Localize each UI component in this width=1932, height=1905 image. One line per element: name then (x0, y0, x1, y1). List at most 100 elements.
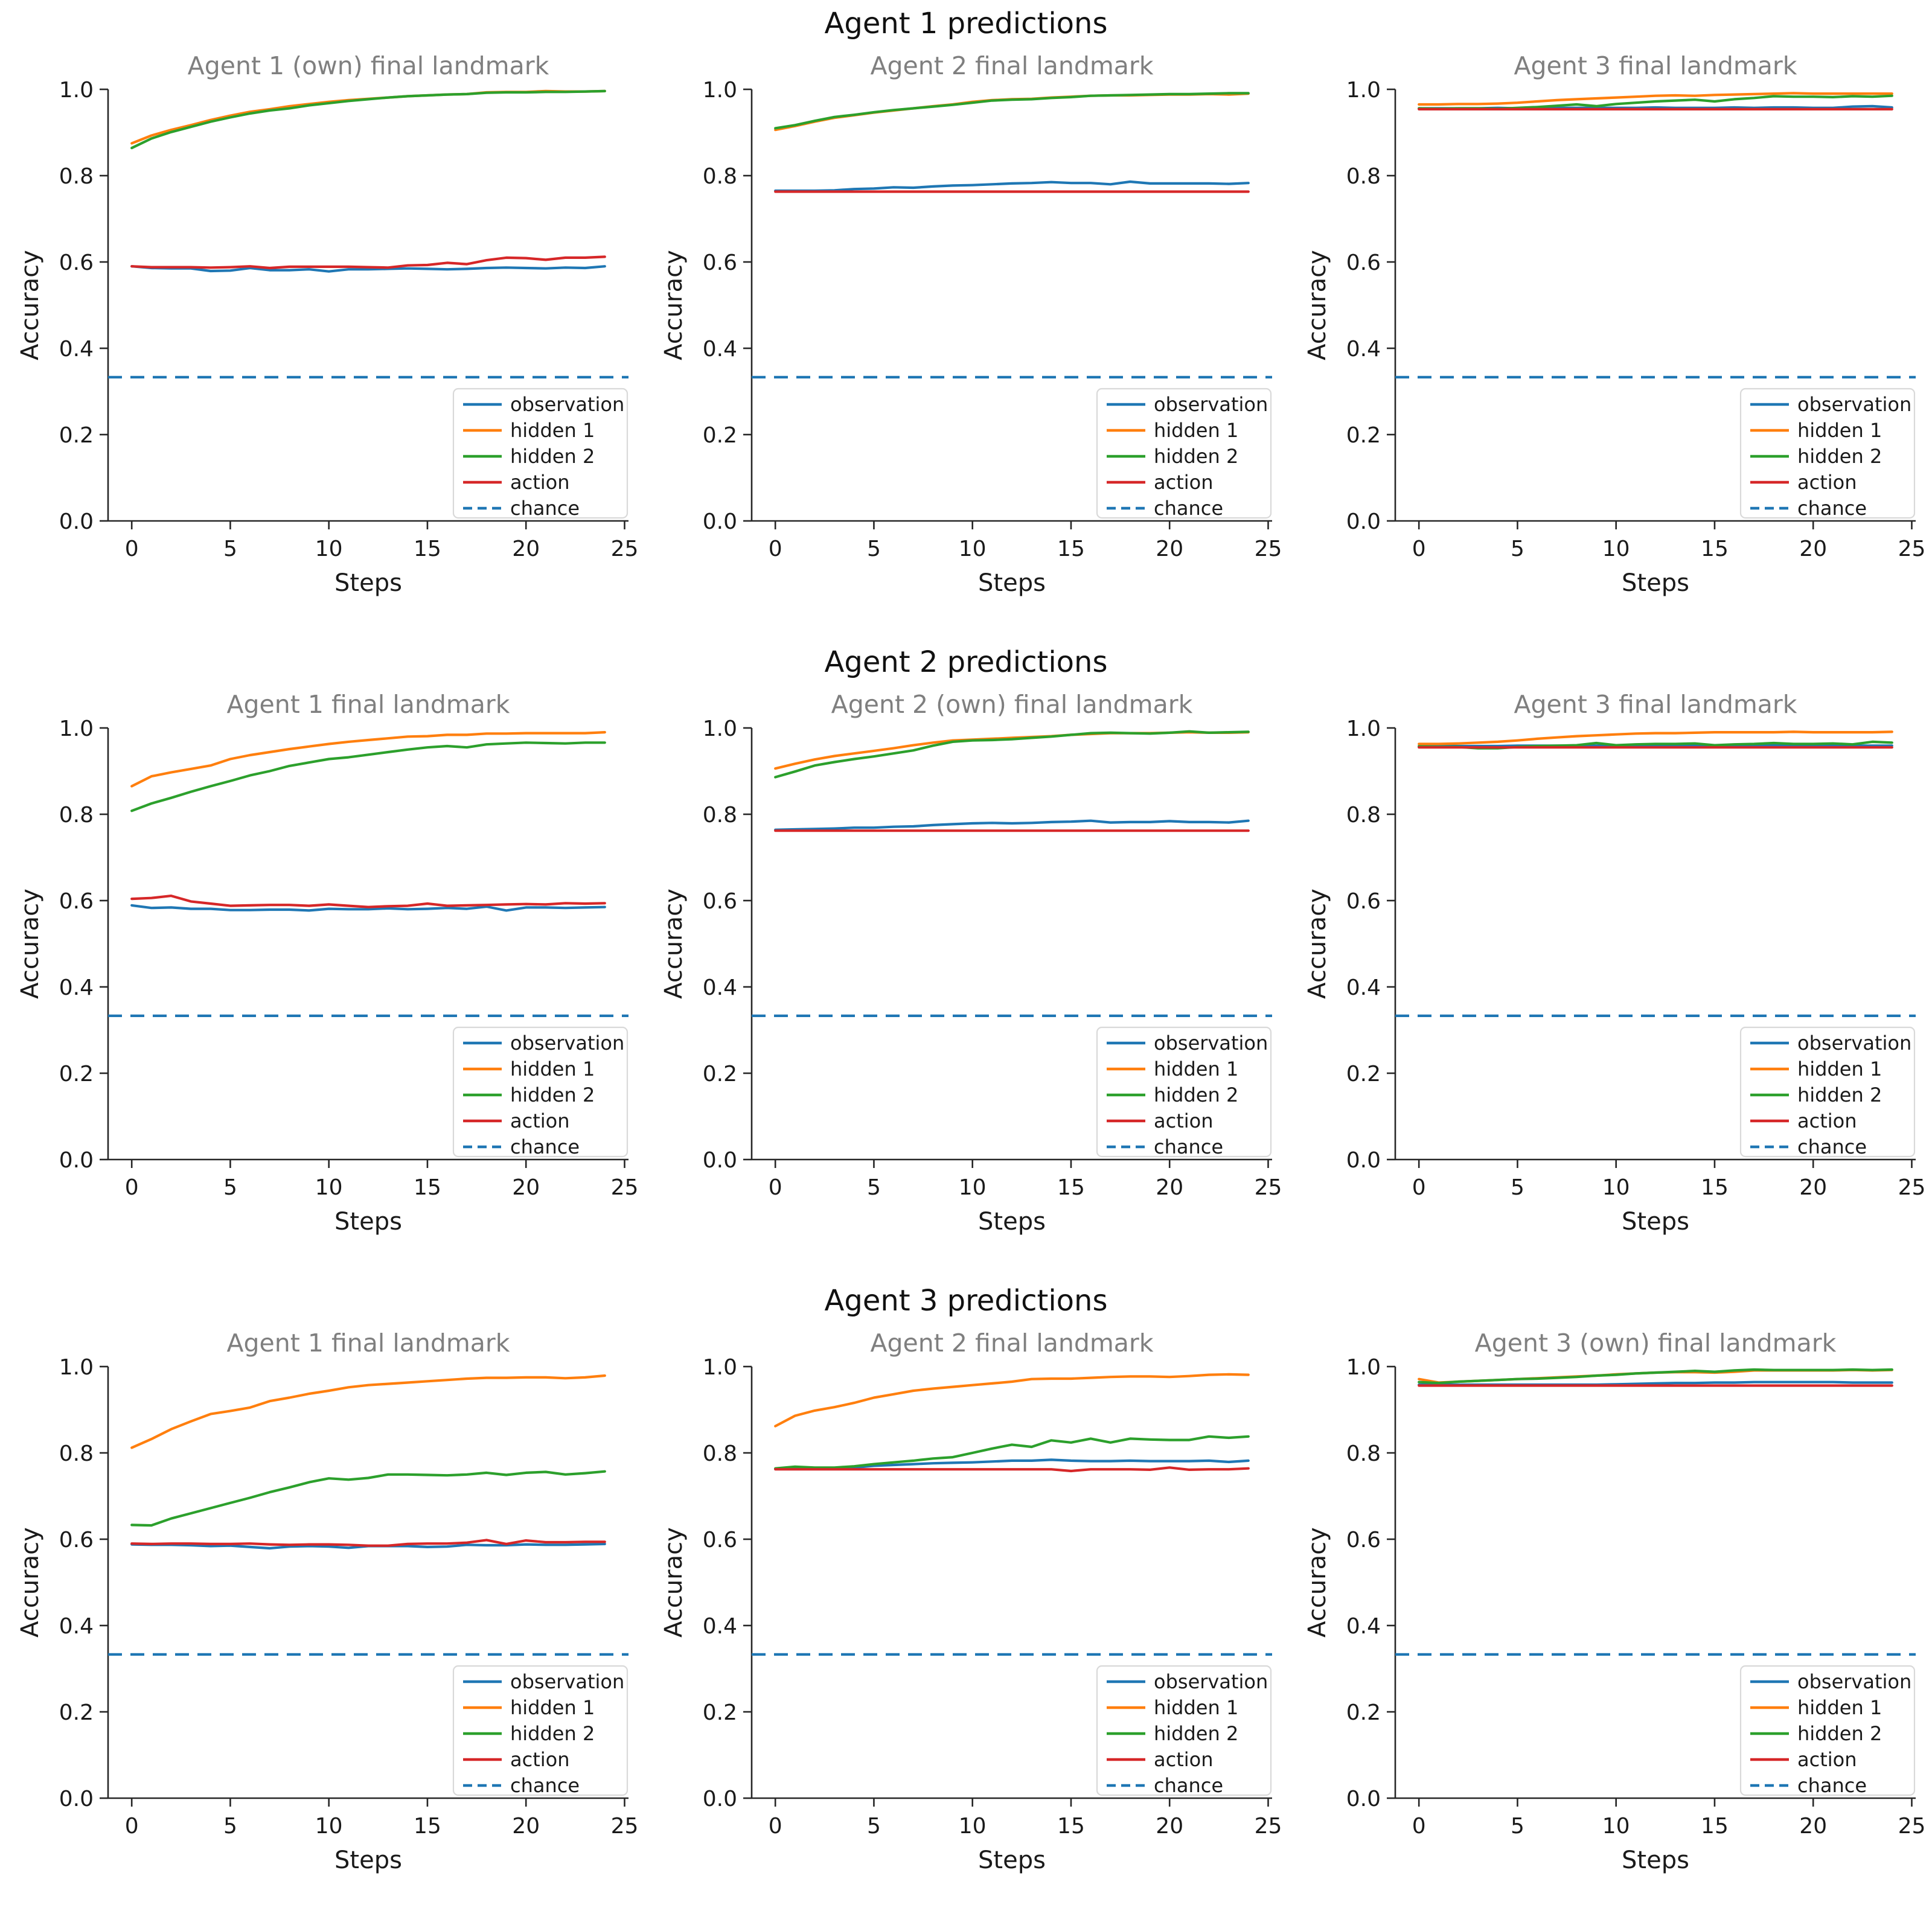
series-line-observation (774, 180, 1250, 193)
legend-item-label: hidden 1 (1154, 419, 1238, 442)
legend-item-hidden-2: hidden 2 (1750, 1722, 1882, 1745)
x-tick-label: 10 (315, 537, 343, 561)
subplot-title: Agent 1 final landmark (226, 1329, 510, 1358)
y-tick-label: 0.6 (59, 1528, 94, 1552)
y-tick-label: 0.4 (59, 975, 94, 1000)
legend-item-label: hidden 1 (1797, 1696, 1882, 1719)
x-tick-label: 25 (1898, 1814, 1926, 1839)
legend-item-hidden-1: hidden 1 (1107, 419, 1238, 442)
y-tick-label: 1.0 (1346, 1355, 1381, 1380)
legend-item-hidden-2: hidden 2 (463, 1083, 595, 1106)
legend: observation hidden 1 hidden 2 action chance (452, 1026, 629, 1158)
line-chart: Agent 3 final landmark 0.0 0.2 0.4 0.6 0.8 1.0… (1303, 51, 1925, 597)
x-tick-label: 5 (867, 537, 881, 561)
y-tick-label: 0.2 (1346, 1062, 1381, 1087)
x-tick-label: 15 (1701, 537, 1729, 561)
legend-item-label: action (1797, 1748, 1857, 1771)
y-tick-label: 0.2 (59, 423, 94, 448)
legend-item-label: chance (510, 497, 580, 520)
legend-item-label: observation (1154, 1032, 1268, 1055)
legend-item-label: hidden 1 (1154, 1058, 1238, 1080)
y-tick-label: 0.8 (59, 803, 94, 828)
legend-item-label: action (1154, 471, 1214, 494)
y-tick-label: 0.2 (59, 1062, 94, 1087)
x-tick-label: 20 (1156, 537, 1183, 561)
x-tick-label: 20 (1799, 1175, 1827, 1200)
legend-item-hidden-1: hidden 1 (1107, 1696, 1238, 1719)
y-tick-label: 0.4 (1346, 975, 1381, 1000)
y-tick-label: 0.8 (59, 164, 94, 189)
line-chart: Agent 2 final landmark 0.0 0.2 0.4 0.6 0.8 1.0… (660, 51, 1282, 597)
x-tick-label: 0 (1412, 1175, 1426, 1200)
legend: observation hidden 1 hidden 2 action chance (1096, 1665, 1272, 1797)
legend-item-label: action (1154, 1748, 1214, 1771)
x-tick-label: 0 (125, 1814, 139, 1839)
y-tick-label: 1.0 (1346, 716, 1381, 741)
legend-item-action: action (1107, 1109, 1214, 1132)
line-chart: Agent 1 (own) final landmark 0.0 0.2 0.4 0.6… (16, 51, 638, 597)
series-line-observation (130, 904, 606, 912)
y-tick-label: 0.4 (59, 1614, 94, 1639)
legend-item-chance: chance (1750, 497, 1867, 520)
y-axis-label: Accuracy (1303, 889, 1331, 999)
x-tick-label: 5 (1511, 537, 1524, 561)
y-tick-label: 0.0 (1346, 1148, 1381, 1173)
x-tick-label: 25 (1255, 1814, 1282, 1839)
legend-item-label: observation (1797, 1032, 1911, 1055)
legend-item-label: observation (1154, 1670, 1268, 1693)
x-tick-label: 20 (512, 1814, 540, 1839)
y-tick-label: 0.8 (1346, 164, 1381, 189)
x-axis-label: Steps (978, 1846, 1046, 1874)
legend-item-label: hidden 2 (1797, 1722, 1882, 1745)
legend: observation hidden 1 hidden 2 action chance (452, 1665, 629, 1797)
x-tick-label: 20 (1799, 1814, 1827, 1839)
series-line-observation (1418, 744, 1893, 748)
legend-item-hidden-1: hidden 1 (463, 1058, 595, 1080)
x-tick-label: 15 (414, 1175, 441, 1200)
x-tick-label: 0 (769, 1814, 782, 1839)
x-tick-label: 10 (315, 1175, 343, 1200)
y-tick-label: 0.6 (59, 889, 94, 914)
legend-item-hidden-1: hidden 1 (1750, 419, 1882, 442)
legend: observation hidden 1 hidden 2 action chance (1739, 388, 1916, 520)
y-axis-label: Accuracy (16, 250, 44, 360)
legend: observation hidden 1 hidden 2 action chance (1739, 1665, 1916, 1797)
y-tick-label: 0.8 (703, 803, 737, 828)
legend-item-label: chance (1154, 497, 1223, 520)
legend-item-observation: observation (1750, 1032, 1911, 1055)
subplot: Agent 3 final landmark 0.0 0.2 0.4 0.6 0.8 1.0… (1288, 680, 1931, 1264)
x-tick-label: 15 (1057, 1814, 1085, 1839)
legend-item-hidden-2: hidden 2 (1107, 445, 1238, 468)
y-tick-label: 0.2 (59, 1700, 94, 1725)
figure-row-agent3-predictions: Agent 3 predictions Agent 1 final landma… (1, 1264, 1931, 1903)
x-tick-label: 5 (1511, 1814, 1524, 1839)
x-tick-label: 20 (1799, 537, 1827, 561)
legend-item-label: hidden 1 (1154, 1696, 1238, 1719)
subplot-title: Agent 2 final landmark (870, 1329, 1153, 1358)
legend-item-hidden-1: hidden 1 (463, 1696, 595, 1719)
subplot: Agent 2 final landmark 0.0 0.2 0.4 0.6 0.8 1.0… (644, 41, 1288, 625)
series-line-action (130, 895, 606, 908)
y-tick-label: 0.0 (1346, 1787, 1381, 1811)
x-tick-label: 0 (1412, 537, 1426, 561)
legend-item-label: hidden 2 (510, 445, 595, 468)
legend-item-hidden-2: hidden 2 (463, 445, 595, 468)
series-line-hidden-2 (774, 730, 1250, 779)
y-tick-label: 0.6 (1346, 1528, 1381, 1552)
legend-item-label: hidden 2 (1154, 1722, 1238, 1745)
legend-item-action: action (463, 1109, 570, 1132)
figure-row-agent2-predictions: Agent 2 predictions Agent 1 final landma… (1, 625, 1931, 1264)
subplot: Agent 1 final landmark 0.0 0.2 0.4 0.6 0.8 1.0… (1, 680, 644, 1264)
y-tick-label: 0.4 (703, 1614, 737, 1639)
y-axis-label: Accuracy (1303, 1527, 1331, 1638)
y-tick-label: 0.2 (703, 1062, 737, 1087)
legend-item-label: action (510, 1748, 570, 1771)
x-tick-label: 10 (1602, 537, 1630, 561)
subplot: Agent 3 final landmark 0.0 0.2 0.4 0.6 0.8 1.0… (1288, 41, 1931, 625)
y-tick-label: 0.6 (703, 889, 737, 914)
line-chart: Agent 1 final landmark 0.0 0.2 0.4 0.6 0.8 1.0… (16, 1329, 638, 1874)
x-tick-label: 0 (1412, 1814, 1426, 1839)
y-tick-label: 0.0 (703, 1787, 737, 1811)
legend-item-observation: observation (463, 393, 624, 416)
subplot: Agent 1 final landmark 0.0 0.2 0.4 0.6 0.8 1.0… (1, 1318, 644, 1903)
